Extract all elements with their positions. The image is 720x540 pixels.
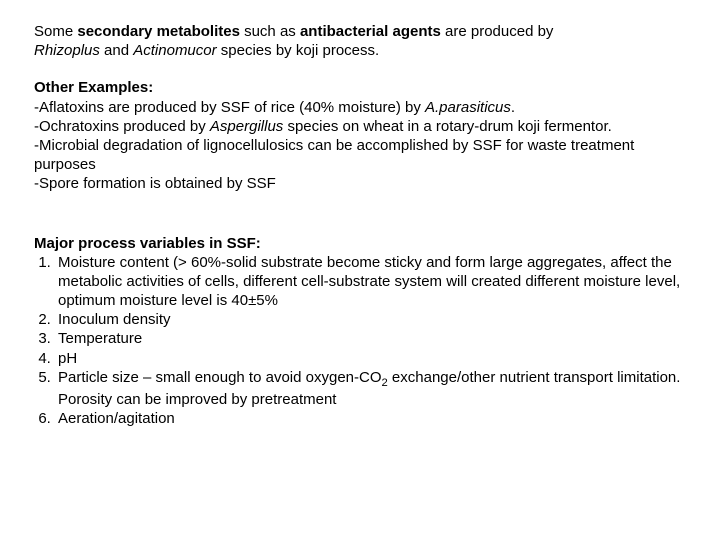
example-text: . (511, 99, 515, 116)
species-aspergillus: Aspergillus (210, 118, 283, 135)
example-line-4: -Spore formation is obtained by SSF (34, 174, 692, 193)
intro-paragraph: Some secondary metabolites such as antib… (34, 22, 692, 60)
species-1: Rhizoplus (34, 42, 100, 59)
example-line-2: -Ochratoxins produced by Aspergillus spe… (34, 117, 692, 136)
species-2: Actinomucor (133, 42, 216, 59)
document-page: Some secondary metabolites such as antib… (0, 0, 720, 429)
intro-text: and (100, 42, 133, 59)
example-text: -Ochratoxins produced by (34, 118, 210, 135)
intro-bold-1: secondary metabolites (77, 23, 240, 40)
intro-text: are produced by (441, 23, 554, 40)
spacer (34, 194, 692, 234)
variable-text: Particle size – small enough to avoid ox… (58, 369, 382, 386)
examples-heading: Other Examples: (34, 78, 692, 97)
examples-section: Other Examples: -Aflatoxins are produced… (34, 78, 692, 193)
variable-item: Aeration/agitation (55, 409, 692, 428)
variables-section: Major process variables in SSF: Moisture… (34, 234, 692, 429)
example-text: -Aflatoxins are produced by SSF of rice … (34, 99, 425, 116)
intro-bold-2: antibacterial agents (300, 23, 441, 40)
variable-item: pH (55, 349, 692, 368)
example-line-1: -Aflatoxins are produced by SSF of rice … (34, 98, 692, 117)
species-parasiticus: A.parasiticus (425, 99, 511, 116)
example-line-3: -Microbial degradation of lignocellulosi… (34, 136, 692, 174)
intro-text: Some (34, 23, 77, 40)
variable-item: Temperature (55, 329, 692, 348)
spacer (34, 60, 692, 78)
variables-heading: Major process variables in SSF: (34, 234, 692, 253)
variable-item: Moisture content (> 60%-solid substrate … (55, 253, 692, 311)
variable-item: Particle size – small enough to avoid ox… (55, 368, 692, 410)
intro-text: species by koji process. (217, 42, 380, 59)
example-text: species on wheat in a rotary-drum koji f… (283, 118, 611, 135)
variable-item: Inoculum density (55, 310, 692, 329)
intro-text: such as (240, 23, 300, 40)
variables-list: Moisture content (> 60%-solid substrate … (34, 253, 692, 429)
